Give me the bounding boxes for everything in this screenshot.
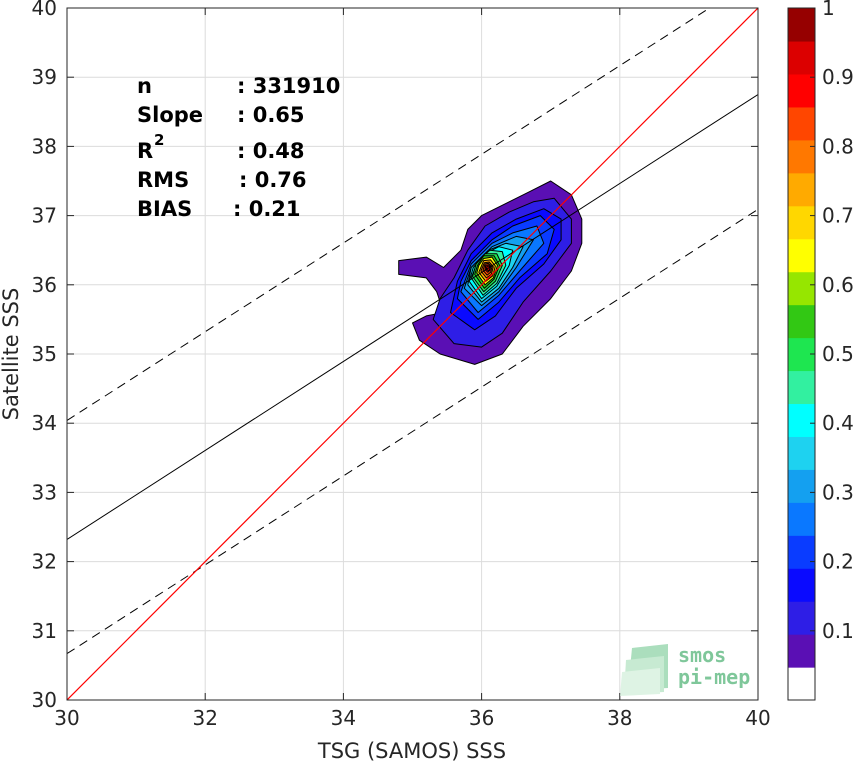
y-tick-label-38: 38: [32, 134, 57, 158]
colorbar: [788, 8, 815, 701]
colorbar-segment-2: [788, 601, 815, 635]
stat-label-bias: BIAS: [137, 197, 192, 221]
colorbar-tick-label-0.3: 0.3: [822, 480, 854, 504]
stat-label-n: n: [137, 74, 152, 98]
logo-waves-icon: [620, 644, 668, 696]
colorbar-segment-12: [788, 271, 815, 306]
colorbar-segment-7: [788, 436, 815, 470]
lower-bound-dashed-line: [67, 208, 758, 655]
colorbar-segment-16: [788, 139, 815, 174]
x-axis-label: TSG (SAMOS) SSS: [317, 739, 506, 763]
colorbar-segment-17: [788, 106, 815, 141]
x-tick-label-30: 30: [54, 706, 79, 730]
colorbar-tick-label-0.8: 0.8: [822, 134, 854, 158]
colorbar-tick-label-0.1: 0.1: [822, 619, 854, 643]
y-tick-label-40: 40: [32, 0, 57, 20]
colorbar-segment-19: [788, 40, 815, 75]
x-tick-label-36: 36: [469, 706, 494, 730]
colorbar-segment-5: [788, 502, 815, 536]
colorbar-ticks: 0.1 0.2 0.3 0.4 0.5 0.6 0.7 0.8 0.9 1: [810, 0, 854, 643]
colorbar-segment-11: [788, 304, 815, 339]
colorbar-segment-20: [788, 8, 815, 42]
colorbar-segment-9: [788, 370, 815, 405]
stat-label-slope: Slope: [137, 103, 203, 127]
colorbar-tick-label-0.2: 0.2: [822, 550, 854, 574]
y-axis-ticks: 30 31 32 33 34 35 36 37 38 39 40: [32, 0, 758, 712]
y-tick-label-31: 31: [32, 619, 57, 643]
reference-lines: [67, 8, 758, 700]
colorbar-segment-14: [788, 205, 815, 240]
stat-value-slope: : 0.65: [237, 103, 305, 127]
y-tick-label-33: 33: [32, 480, 57, 504]
y-tick-label-34: 34: [32, 411, 57, 435]
colorbar-tick-label-1: 1: [822, 0, 835, 20]
y-tick-label-30: 30: [32, 688, 57, 712]
stat-label-r2: R: [137, 139, 153, 163]
colorbar-segment-3: [788, 568, 815, 602]
regression-line: [67, 94, 758, 540]
y-tick-label-37: 37: [32, 204, 57, 228]
y-tick-label-32: 32: [32, 550, 57, 574]
upper-bound-dashed-line: [67, 8, 710, 421]
colorbar-segment-18: [788, 73, 815, 108]
stat-label-rms: RMS: [137, 168, 189, 192]
y-tick-label-35: 35: [32, 342, 57, 366]
y-axis-label: Satellite SSS: [0, 288, 23, 421]
stat-value-n: : 331910: [237, 74, 340, 98]
colorbar-segment-13: [788, 238, 815, 273]
smos-pi-mep-logo: smos pi-mep: [620, 643, 750, 696]
stat-value-rms: : 0.76: [239, 168, 307, 192]
colorbar-segment-1: [788, 634, 815, 668]
colorbar-segment-6: [788, 469, 815, 503]
y-tick-label-36: 36: [32, 273, 57, 297]
colorbar-tick-label-0.7: 0.7: [822, 204, 854, 228]
colorbar-tick-label-0.9: 0.9: [822, 65, 854, 89]
stats-box: n : 331910 Slope : 0.65 R 2 : 0.48 RMS :…: [137, 74, 340, 221]
logo-line-1: smos: [678, 643, 726, 667]
logo-line-2: pi-mep: [678, 665, 750, 689]
x-tick-label-34: 34: [331, 706, 356, 730]
x-axis-ticks: 30 32 34 36 38 40: [54, 8, 771, 730]
colorbar-segment-4: [788, 535, 815, 569]
colorbar-tick-label-0.6: 0.6: [822, 273, 854, 297]
stat-value-r2: : 0.48: [237, 139, 305, 163]
x-tick-label-32: 32: [192, 706, 217, 730]
stat-value-bias: : 0.21: [233, 197, 301, 221]
y-tick-label-39: 39: [32, 65, 57, 89]
colorbar-tick-label-0.4: 0.4: [822, 411, 854, 435]
grid: [66, 7, 759, 701]
colorbar-segment-0: [788, 667, 815, 701]
stat-label-r2-superscript: 2: [154, 131, 164, 149]
x-tick-label-40: 40: [745, 706, 770, 730]
colorbar-segment-15: [788, 172, 815, 207]
colorbar-segment-8: [788, 403, 815, 437]
x-tick-label-38: 38: [607, 706, 632, 730]
colorbar-tick-label-0.5: 0.5: [822, 342, 854, 366]
identity-line: [67, 8, 758, 700]
